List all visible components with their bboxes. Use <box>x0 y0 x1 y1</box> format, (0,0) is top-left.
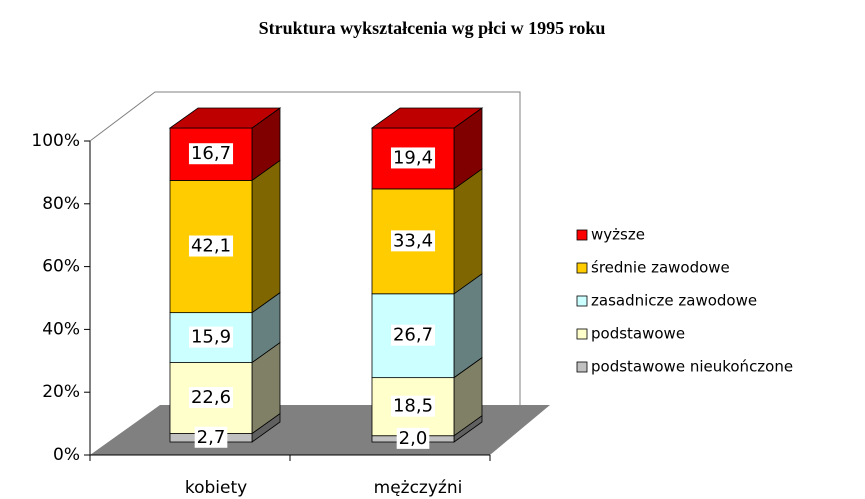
bar-side <box>251 159 281 314</box>
data-label-bg <box>390 147 436 169</box>
legend-label: zasadnicze zawodowe <box>591 292 757 310</box>
legend-label: podstawowe nieukończone <box>591 358 793 376</box>
legend-swatch <box>576 295 588 307</box>
bar-segment <box>169 107 281 182</box>
data-label-bg <box>194 426 228 448</box>
data-label-bg <box>188 387 234 409</box>
legend-swatch <box>576 229 588 241</box>
legend-swatch <box>576 328 588 340</box>
data-label: 2,7 <box>197 427 226 448</box>
data-label: 2,0 <box>399 428 428 449</box>
data-label-bg <box>188 143 234 165</box>
y-tick-label: 0% <box>53 445 80 465</box>
bar-top <box>370 107 484 129</box>
bar-top <box>168 107 282 129</box>
x-tick-label: kobiety <box>185 478 247 498</box>
legend-label: podstawowe <box>591 325 685 343</box>
data-label: 18,5 <box>393 396 433 417</box>
data-label: 26,7 <box>393 325 433 346</box>
back-wall <box>89 91 521 405</box>
data-label-bg <box>396 427 430 449</box>
data-label: 15,9 <box>191 327 231 348</box>
data-label-bg <box>188 235 234 257</box>
data-label-bg <box>390 230 436 252</box>
data-label: 22,6 <box>191 387 231 408</box>
legend-label: wyższe <box>591 226 645 244</box>
y-tick-label: 80% <box>42 194 80 214</box>
y-tick-label: 20% <box>42 382 80 402</box>
data-label-bg <box>390 395 436 417</box>
y-tick-label: 100% <box>31 131 80 151</box>
data-label: 42,1 <box>191 236 231 257</box>
bar-segment <box>371 107 483 190</box>
legend-swatch <box>576 361 588 373</box>
y-tick-label: 60% <box>42 257 80 277</box>
data-label-bg <box>390 324 436 346</box>
data-label-bg <box>188 326 234 348</box>
legend-swatch <box>576 262 588 274</box>
chart-title: Struktura wykształcenia wg płci w 1995 r… <box>259 18 606 38</box>
data-label: 33,4 <box>393 230 433 251</box>
bar-side <box>453 168 483 295</box>
legend-label: średnie zawodowe <box>591 259 730 277</box>
data-label: 19,4 <box>393 147 433 168</box>
data-label: 16,7 <box>191 143 231 164</box>
x-tick-label: mężczyźni <box>374 478 463 498</box>
y-tick-label: 40% <box>42 319 80 339</box>
